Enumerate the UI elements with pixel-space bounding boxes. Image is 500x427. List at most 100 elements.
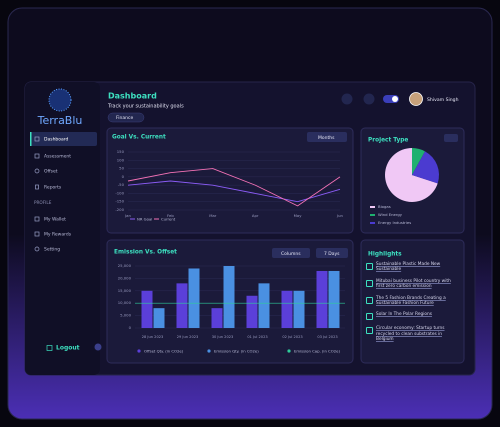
icon bbox=[34, 246, 40, 252]
bar bbox=[141, 290, 153, 328]
menu-heading: PROFILE bbox=[34, 200, 52, 205]
y-tick-label: 15,000 bbox=[118, 288, 132, 293]
dropdown[interactable] bbox=[272, 248, 310, 258]
logo-globe bbox=[49, 89, 71, 111]
x-tick-label: 02 Jul 2023 bbox=[282, 335, 302, 339]
y-tick-label: 10,000 bbox=[118, 300, 132, 305]
highlight-icon bbox=[366, 313, 373, 321]
legend-swatch bbox=[370, 222, 375, 224]
dropdown[interactable] bbox=[444, 134, 458, 142]
dropdown-label[interactable]: Columns bbox=[281, 251, 301, 257]
y-tick-label: 5,000 bbox=[120, 313, 131, 318]
bar bbox=[176, 283, 188, 328]
collapse-button[interactable] bbox=[94, 343, 102, 351]
x-tick-label: Apr bbox=[252, 213, 259, 218]
highlight-item[interactable]: The 5 Fashion Brands Creating a Sustaina… bbox=[366, 296, 460, 307]
icon bbox=[34, 231, 40, 237]
line-series bbox=[127, 180, 341, 203]
pie-slice bbox=[412, 148, 426, 175]
highlight-text[interactable]: Circular economy: Startup turns recycled… bbox=[376, 326, 445, 343]
menu-item[interactable]: Reports bbox=[44, 185, 62, 191]
highlight-text[interactable]: The 5 Fashion Brands Creating a Sustaina… bbox=[376, 295, 446, 307]
highlights-list: Sustainable Plastic Made New Sustainable… bbox=[366, 262, 460, 349]
dropdown[interactable] bbox=[307, 132, 347, 142]
y-tick-label: 0 bbox=[129, 325, 132, 330]
active-indicator bbox=[30, 132, 32, 146]
dropdown-label[interactable]: Months bbox=[318, 135, 335, 141]
bar bbox=[316, 270, 328, 328]
legend-swatch bbox=[287, 349, 291, 353]
sidebar bbox=[25, 82, 100, 375]
bar bbox=[153, 308, 165, 328]
highlight-icon bbox=[366, 279, 373, 287]
highlight-text[interactable]: Mitubai business Pilot country with firs… bbox=[376, 278, 451, 290]
y-tick-label: 50 bbox=[119, 166, 124, 171]
y-tick-label: 25,000 bbox=[118, 263, 132, 268]
y-tick-label: 100 bbox=[117, 157, 125, 162]
notification-button[interactable] bbox=[363, 93, 375, 105]
x-tick-label: 29 Jun 2023 bbox=[177, 335, 199, 339]
active-menu-bg bbox=[30, 132, 97, 146]
x-tick-label: 28 Jun 2023 bbox=[142, 335, 164, 339]
toggle-knob bbox=[392, 96, 398, 102]
icon bbox=[34, 168, 40, 174]
bar bbox=[281, 290, 293, 328]
legend-label: Current bbox=[161, 216, 176, 221]
menu-item[interactable]: Assessment bbox=[44, 154, 71, 160]
bar bbox=[328, 270, 340, 328]
x-tick-label: Jun bbox=[336, 213, 344, 218]
highlight-icon bbox=[366, 327, 373, 335]
card-title: Highlights bbox=[368, 252, 402, 258]
search-button[interactable] bbox=[341, 93, 353, 105]
x-tick-label: Feb bbox=[167, 213, 174, 218]
x-tick-label: 30 Jun 2023 bbox=[212, 335, 234, 339]
card bbox=[106, 127, 354, 234]
menu-item[interactable]: Setting bbox=[44, 247, 60, 253]
highlight-icon bbox=[366, 296, 373, 304]
x-tick-label: Jan bbox=[124, 213, 131, 218]
bar bbox=[258, 283, 270, 328]
legend-label: Wind Energy bbox=[378, 212, 403, 217]
legend-label: Emission Qty. (in CO2e) bbox=[214, 348, 259, 353]
legend-label: Emission Cap. (in CO2e) bbox=[294, 348, 340, 353]
menu-item[interactable]: Offset bbox=[44, 169, 58, 175]
x-tick-label: May bbox=[294, 213, 303, 218]
filter-label[interactable]: Finance bbox=[116, 115, 133, 121]
card-title: Goal Vs. Current bbox=[112, 135, 166, 141]
bar bbox=[293, 290, 305, 328]
user-name[interactable]: Shivam Singh bbox=[427, 97, 459, 103]
legend-label: Biogas bbox=[378, 204, 391, 209]
menu-item[interactable]: My Rewards bbox=[44, 232, 72, 238]
menu-item[interactable]: Dashboard bbox=[44, 137, 69, 143]
dropdown-label[interactable]: 7 Days bbox=[324, 251, 340, 257]
page-title: Dashboard bbox=[108, 92, 157, 101]
icon bbox=[34, 136, 40, 142]
highlight-text[interactable]: Solar In The Polar Regions bbox=[376, 312, 433, 318]
bar bbox=[223, 266, 235, 328]
y-tick-label: -50 bbox=[118, 182, 125, 187]
highlight-icon bbox=[366, 263, 373, 270]
y-tick-label: 150 bbox=[117, 149, 125, 154]
logo: TerraBlu bbox=[37, 114, 83, 127]
menu-item[interactable]: My Wallet bbox=[44, 217, 66, 223]
page-subtitle: Track your sustainability goals bbox=[107, 104, 184, 110]
card-title: Emission Vs. Offset bbox=[114, 250, 177, 256]
highlight-item[interactable]: Solar In The Polar Regions bbox=[366, 312, 460, 321]
logout[interactable]: Logout bbox=[56, 345, 80, 352]
highlight-item[interactable]: Mitubai business Pilot country with firs… bbox=[366, 279, 460, 290]
highlight-text[interactable]: Sustainable Plastic Made New Sustainable bbox=[376, 262, 441, 273]
pie-slice bbox=[384, 148, 438, 202]
filter-pill[interactable] bbox=[107, 112, 145, 123]
card bbox=[360, 239, 465, 364]
legend-label: Offset Qty. (in CO2e) bbox=[144, 348, 184, 353]
avatar[interactable] bbox=[409, 92, 423, 106]
pie-slice bbox=[412, 151, 439, 184]
legend-swatch bbox=[370, 206, 375, 208]
highlight-item[interactable]: Circular economy: Startup turns recycled… bbox=[366, 326, 460, 342]
line-series bbox=[127, 168, 341, 207]
dropdown[interactable] bbox=[316, 248, 348, 258]
highlight-item[interactable]: Sustainable Plastic Made New Sustainable bbox=[366, 262, 460, 273]
icon bbox=[34, 216, 40, 222]
icon bbox=[34, 153, 40, 159]
y-tick-label: -200 bbox=[115, 207, 124, 212]
